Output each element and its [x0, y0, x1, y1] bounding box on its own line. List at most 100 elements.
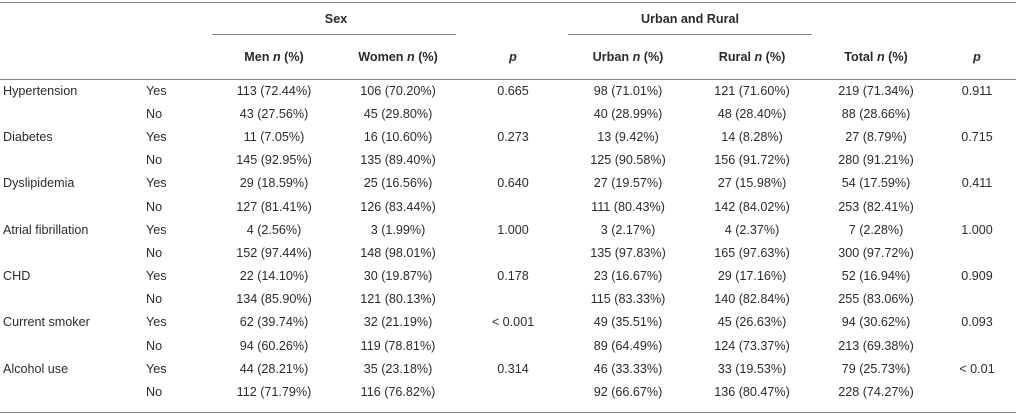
women-cell: 16 (10.60%)	[363, 129, 433, 144]
men-cell: 134 (85.90%)	[236, 292, 312, 307]
comparison-table: Sex Urban and Rural Men n (%) Women n (%…	[0, 3, 1016, 404]
table-row: No 94 (60.26%) 119 (78.81%) 89 (64.49%) 124 …	[0, 334, 1016, 357]
urban-cell: 13 (9.42%)	[597, 129, 659, 144]
table-row: Alcohol use Yes 44 (28.21%) 35 (23.18%) 0.31…	[0, 357, 1016, 380]
top-rule	[0, 2, 1016, 3]
group-urban-rural: Urban and Rural	[641, 11, 739, 26]
response-label: Yes	[146, 269, 167, 284]
total-cell: 52 (16.94%)	[841, 269, 911, 284]
p-sex-cell: 0.178	[497, 269, 529, 284]
urban-cell: 89 (64.49%)	[593, 338, 663, 353]
row-label: Alcohol use	[3, 361, 69, 376]
men-cell: 112 (71.79%)	[236, 385, 312, 400]
col-urban: Urban n (%)	[592, 49, 664, 64]
p-sex-cell	[460, 288, 566, 311]
col-p-sex: p	[509, 49, 517, 64]
total-cell: 280 (91.21%)	[838, 153, 914, 168]
group-header-row: Sex Urban and Rural	[0, 3, 1016, 34]
women-cell: 106 (70.20%)	[360, 83, 436, 98]
p-sex-cell: 0.665	[497, 83, 529, 98]
p-sex-cell	[460, 195, 566, 218]
rural-cell: 121 (71.60%)	[714, 83, 790, 98]
urban-cell: 98 (71.01%)	[593, 83, 663, 98]
table-row: No 145 (92.95%) 135 (89.40%) 125 (90.58%) 15…	[0, 149, 1016, 172]
total-cell: 255 (83.06%)	[838, 292, 914, 307]
response-label: Yes	[146, 315, 167, 330]
row-label: Atrial fibrillation	[3, 222, 89, 237]
col-women: Women n (%)	[358, 49, 438, 64]
men-cell: 44 (28.21%)	[239, 361, 309, 376]
total-cell: 253 (82.41%)	[838, 199, 914, 214]
rural-cell: 136 (80.47%)	[714, 385, 790, 400]
p-sex-cell: 0.314	[497, 361, 529, 376]
p-sex-cell: 1.000	[497, 222, 529, 237]
sex-group-rule	[212, 34, 456, 35]
urban-cell: 3 (2.17%)	[600, 222, 656, 237]
total-cell: 219 (71.34%)	[838, 83, 914, 98]
table-row: Hypertension Yes 113 (72.44%) 106 (70.20%) 0…	[0, 79, 1016, 102]
table-row: No 152 (97.44%) 148 (98.01%) 135 (97.83%) 16…	[0, 241, 1016, 264]
row-label	[0, 102, 146, 125]
urban-cell: 111 (80.43%)	[591, 199, 665, 214]
women-cell: 30 (19.87%)	[363, 269, 433, 284]
p-sex-cell	[460, 380, 566, 403]
total-cell: 94 (30.62%)	[841, 315, 911, 330]
total-cell: 27 (8.79%)	[845, 129, 907, 144]
rural-cell: 45 (26.63%)	[717, 315, 787, 330]
total-cell: 228 (74.27%)	[838, 385, 914, 400]
urban-cell: 125 (90.58%)	[590, 153, 666, 168]
men-cell: 4 (2.56%)	[246, 222, 302, 237]
p-urban-rural-cell: 0.411	[961, 176, 993, 191]
p-urban-rural-cell: 0.093	[961, 315, 993, 330]
col-men: Men n (%)	[244, 49, 304, 64]
row-label: CHD	[3, 269, 31, 284]
urban-cell: 115 (83.33%)	[590, 292, 666, 307]
rural-cell: 165 (97.63%)	[714, 245, 790, 260]
p-urban-rural-cell	[938, 288, 1016, 311]
women-cell: 126 (83.44%)	[360, 199, 436, 214]
men-cell: 11 (7.05%)	[243, 129, 305, 144]
response-label: No	[146, 385, 163, 400]
rural-cell: 27 (15.98%)	[717, 176, 787, 191]
p-sex-cell	[460, 334, 566, 357]
table-row: No 43 (27.56%) 45 (29.80%) 40 (28.99%) 48 (2…	[0, 102, 1016, 125]
urban-cell: 27 (19.57%)	[593, 176, 663, 191]
row-label: Current smoker	[3, 315, 90, 330]
p-urban-rural-cell	[938, 380, 1016, 403]
row-label	[0, 288, 146, 311]
response-label: Yes	[146, 83, 167, 98]
women-cell: 32 (21.19%)	[363, 315, 433, 330]
men-cell: 62 (39.74%)	[239, 315, 309, 330]
table-row: CHD Yes 22 (14.10%) 30 (19.87%) 0.178 23 (16.…	[0, 265, 1016, 288]
women-cell: 35 (23.18%)	[363, 361, 433, 376]
rural-cell: 29 (17.16%)	[717, 269, 787, 284]
col-rural: Rural n (%)	[718, 49, 786, 64]
response-label: No	[146, 199, 163, 214]
rural-cell: 14 (8.28%)	[721, 129, 783, 144]
total-cell: 213 (69.38%)	[838, 338, 914, 353]
table-row: No 112 (71.79%) 116 (76.82%) 92 (66.67%) 136…	[0, 380, 1016, 403]
table-row: Current smoker Yes 62 (39.74%) 32 (21.19%) <…	[0, 311, 1016, 334]
p-urban-rural-cell	[938, 195, 1016, 218]
urban-cell: 92 (66.67%)	[593, 385, 663, 400]
p-urban-rural-cell	[938, 102, 1016, 125]
urban-rural-group-rule	[568, 34, 812, 35]
row-label	[0, 334, 146, 357]
total-cell: 7 (2.28%)	[848, 222, 904, 237]
urban-cell: 135 (97.83%)	[590, 245, 666, 260]
response-label: No	[146, 153, 163, 168]
women-cell: 25 (16.56%)	[363, 176, 433, 191]
men-cell: 152 (97.44%)	[236, 245, 312, 260]
total-cell: 79 (25.73%)	[841, 361, 911, 376]
p-sex-cell	[460, 241, 566, 264]
response-label: Yes	[146, 176, 167, 191]
row-label	[0, 195, 146, 218]
p-sex-cell: 0.640	[497, 176, 529, 191]
table-row: Dyslipidemia Yes 29 (18.59%) 25 (16.56%) 0.6…	[0, 172, 1016, 195]
p-urban-rural-cell: 0.715	[961, 129, 993, 144]
urban-cell: 46 (33.33%)	[593, 361, 663, 376]
group-sex: Sex	[324, 11, 348, 26]
response-label: No	[146, 292, 163, 307]
row-label: Dyslipidemia	[3, 176, 75, 191]
p-sex-cell	[460, 149, 566, 172]
